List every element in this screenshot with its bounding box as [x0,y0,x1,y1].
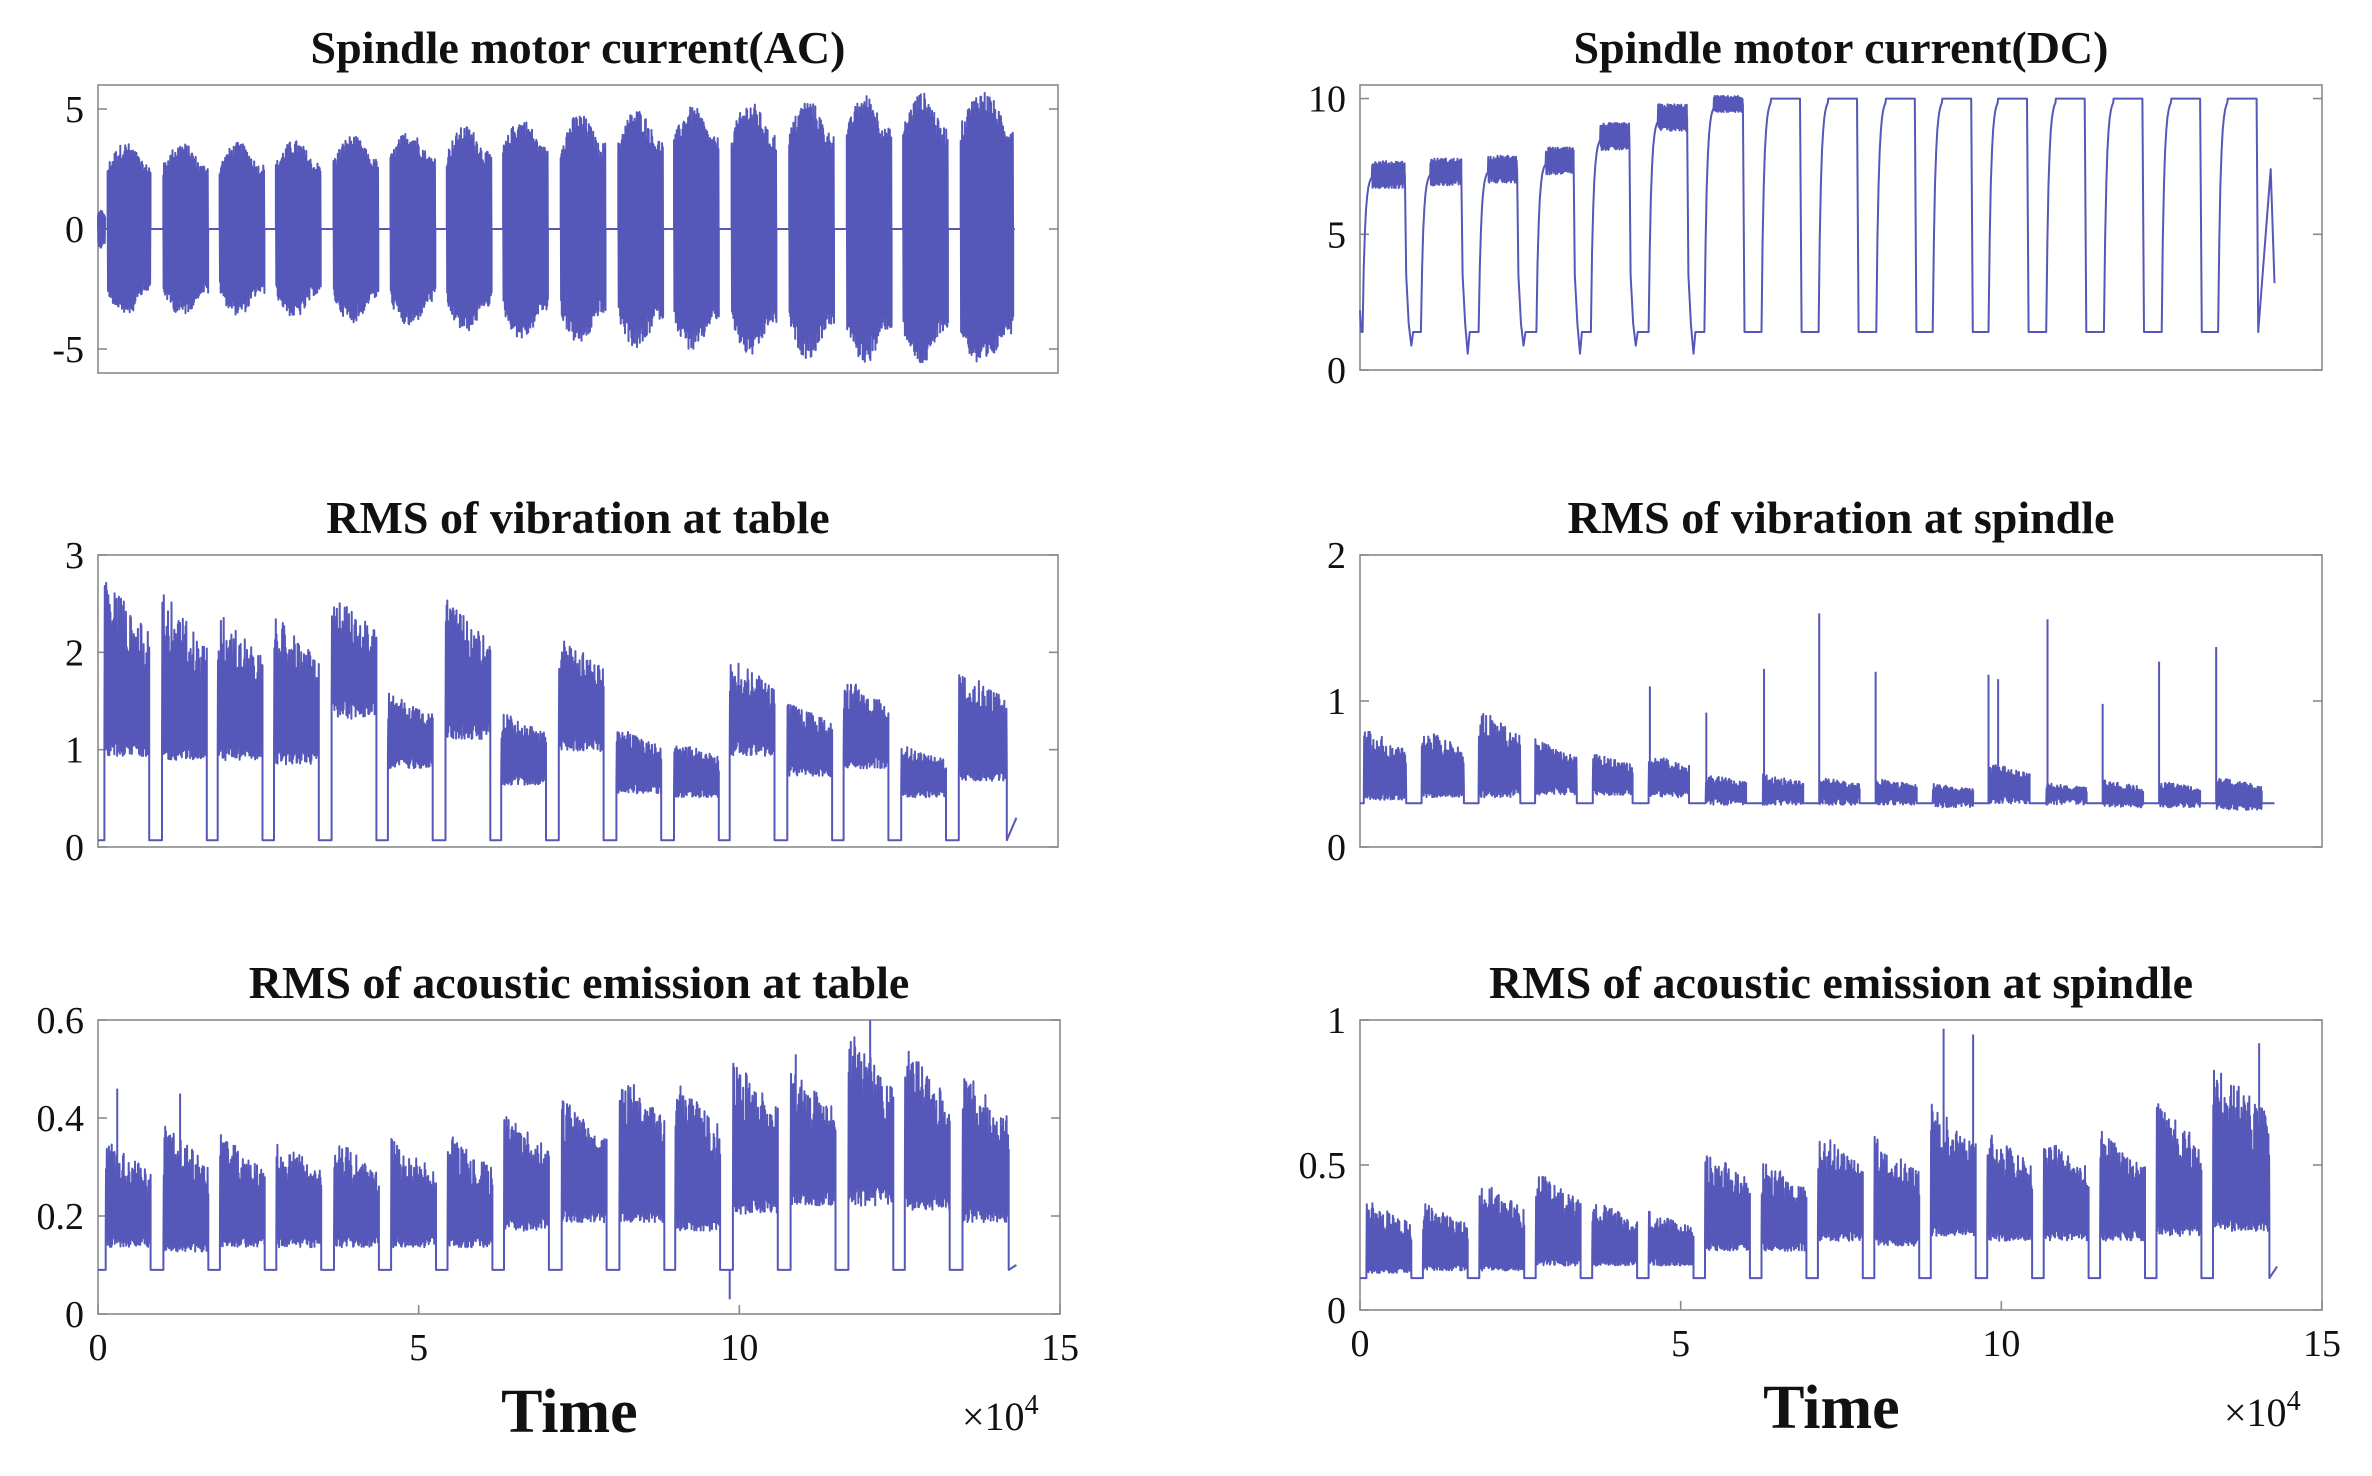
x-tick-label: 10 [1982,1323,2020,1365]
chart-ae_spindle: RMS of acoustic emission at spindle 0 0.5 1… [1299,957,2342,1442]
y-tick-label: 0.4 [37,1098,85,1140]
chart-vib_spindle: RMS of vibration at spindle 0 1 2 [1327,492,2323,869]
x-exponent-power: 4 [2287,1386,2301,1417]
x-tick-label: 5 [409,1327,428,1369]
y-tick-label: 2 [65,632,84,674]
y-tick-label: 1 [1327,1000,1346,1042]
x-tick-label: 0 [89,1327,108,1369]
chart-title: Spindle motor current(AC) [311,22,846,73]
y-tick-label: 0 [1327,827,1346,869]
y-tick-label: 0.5 [1299,1145,1347,1187]
chart-ac: Spindle motor current(AC) -5 0 5 [52,22,1059,374]
series-line-ae_table [98,1036,1017,1271]
chart-ae_table: RMS of acoustic emission at table 0 0.2 0.4… [37,957,1080,1446]
x-axis-label: Time [501,1378,638,1446]
y-tick-label: 0.2 [37,1196,85,1238]
y-tick-label: 10 [1308,79,1346,121]
x-tick-label: 15 [1041,1327,1079,1369]
x-tick-label: 15 [2303,1323,2341,1365]
x-tick-label: 5 [1671,1323,1690,1365]
x-axis-exponent: ×104 [962,1390,1039,1439]
series-line-ac [97,91,1015,364]
y-tick-label: 1 [1327,681,1346,723]
chart-title: RMS of vibration at table [326,492,829,543]
y-tick-label: 0 [65,1294,84,1336]
x-tick-label: 10 [720,1327,758,1369]
x-tick-label: 0 [1351,1323,1370,1365]
y-tick-label: 1 [65,730,84,772]
series-line-dc [1359,94,2276,355]
series-line-vib_spindle [1360,712,2275,811]
y-tick-label: 2 [1327,535,1346,577]
axes-frame [97,1019,1061,1315]
chart-vib_table: RMS of vibration at table 0 1 2 3 [65,492,1059,869]
x-exponent-base: ×10 [2224,1390,2287,1435]
axes-frame [97,554,1059,848]
y-tick-label: 0.6 [37,1000,85,1042]
y-tick-label: 5 [1327,214,1346,256]
chart-title: RMS of acoustic emission at spindle [1489,957,2193,1008]
y-tick-label: 0 [65,827,84,869]
x-axis-exponent: ×104 [2224,1386,2301,1435]
chart-title: Spindle motor current(DC) [1574,22,2109,73]
chart-title: RMS of acoustic emission at table [249,957,910,1008]
y-tick-label: 0 [1327,350,1346,392]
y-tick-label: 3 [65,535,84,577]
series-line-ae_spindle [1360,1069,2278,1280]
chart-title: RMS of vibration at spindle [1568,492,2115,543]
x-exponent-base: ×10 [962,1394,1025,1439]
x-axis-label: Time [1763,1374,1900,1442]
axes-frame [1359,84,2323,371]
y-tick-label: 0 [1327,1290,1346,1332]
chart-dc: Spindle motor current(DC) 0 5 10 [1308,22,2323,392]
y-tick-label: 5 [65,89,84,131]
series-line-vib_table [98,581,1018,842]
y-tick-label: -5 [52,329,84,371]
x-exponent-power: 4 [1025,1390,1039,1421]
y-tick-label: 0 [65,209,84,251]
